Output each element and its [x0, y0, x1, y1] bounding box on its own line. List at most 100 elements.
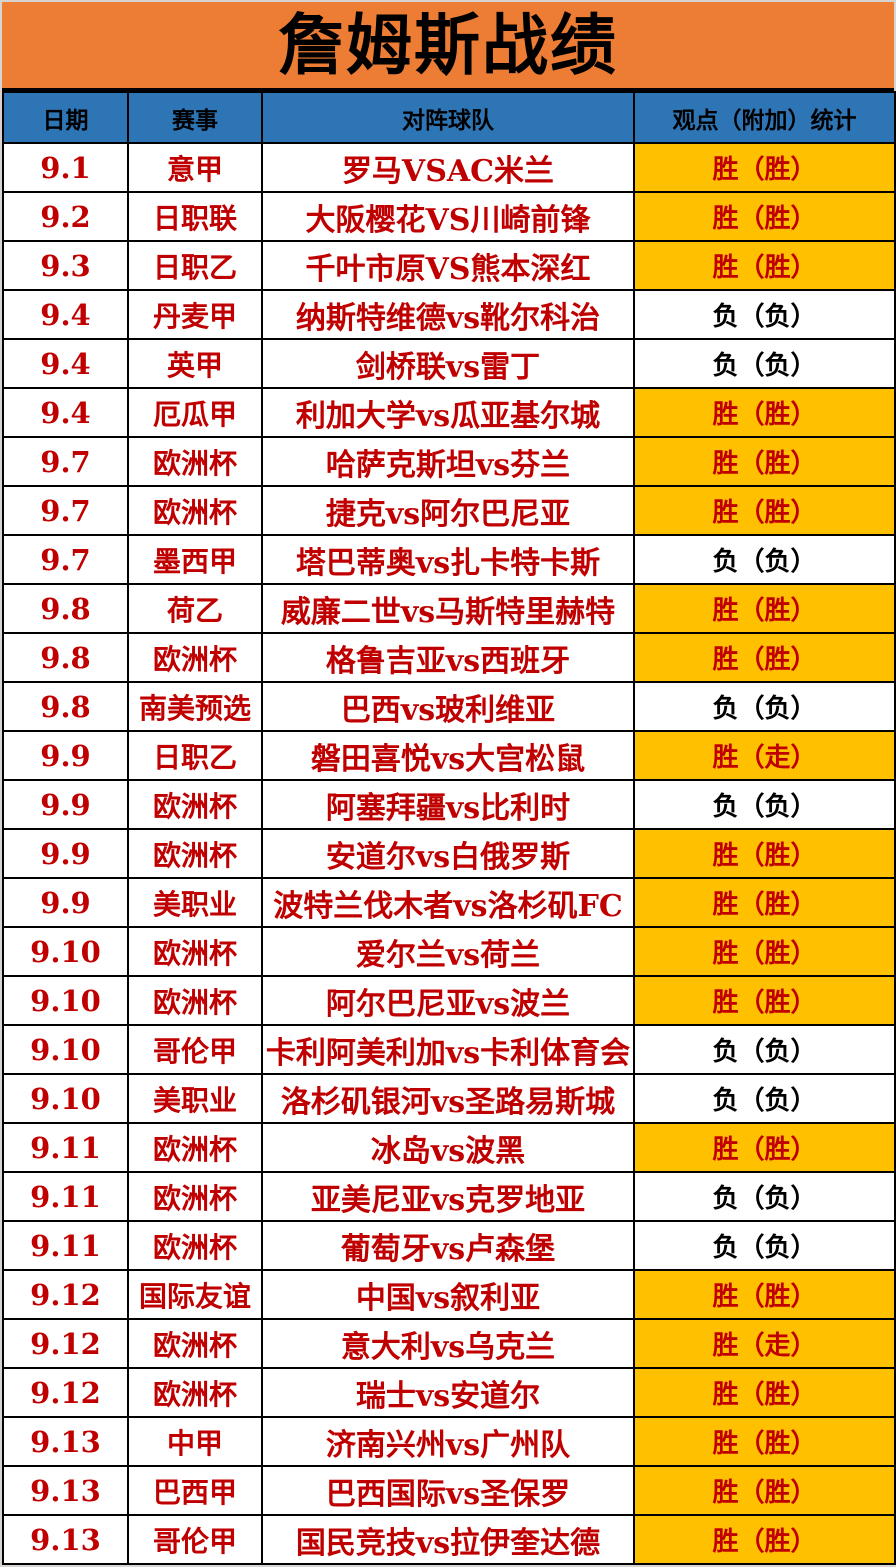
league-cell: 日职联 [127, 191, 263, 242]
result-cell: 负（负） [633, 779, 896, 830]
date-cell: 9.7 [2, 436, 129, 487]
league-cell: 欧洲杯 [127, 1171, 263, 1222]
date-cell: 9.12 [2, 1367, 129, 1418]
date-cell: 9.9 [2, 828, 129, 879]
table-row: 9.3 日职乙 千叶市原VS熊本深红 胜（胜） [2, 240, 896, 291]
date-cell: 9.4 [2, 387, 129, 438]
league-cell: 欧洲杯 [127, 1367, 263, 1418]
date-cell: 9.13 [2, 1465, 129, 1516]
result-cell: 胜（走） [633, 1318, 896, 1369]
table-row: 9.4 厄瓜甲 利加大学vs瓜亚基尔城 胜（胜） [2, 387, 896, 438]
table-row: 9.8 荷乙 威廉二世vs马斯特里赫特 胜（胜） [2, 583, 896, 634]
date-cell: 9.12 [2, 1318, 129, 1369]
table-row: 9.9 欧洲杯 安道尔vs白俄罗斯 胜（胜） [2, 828, 896, 879]
league-cell: 日职乙 [127, 240, 263, 291]
result-cell: 胜（胜） [633, 583, 896, 634]
result-cell: 胜（胜） [633, 436, 896, 487]
league-cell: 欧洲杯 [127, 828, 263, 879]
date-cell: 9.13 [2, 1416, 129, 1467]
table-row: 9.11 欧洲杯 亚美尼亚vs克罗地亚 负（负） [2, 1171, 896, 1222]
league-cell: 厄瓜甲 [127, 387, 263, 438]
table-row: 9.9 日职乙 磐田喜悦vs大宫松鼠 胜（走） [2, 730, 896, 781]
date-cell: 9.10 [2, 975, 129, 1026]
match-cell: 罗马VSAC米兰 [261, 142, 635, 193]
league-cell: 丹麦甲 [127, 289, 263, 340]
column-header-date: 日期 [2, 91, 129, 144]
league-cell: 哥伦甲 [127, 1514, 263, 1565]
league-cell: 美职业 [127, 1073, 263, 1124]
match-cell: 千叶市原VS熊本深红 [261, 240, 635, 291]
result-cell: 胜（胜） [633, 1514, 896, 1565]
table-row: 9.9 美职业 波特兰伐木者vs洛杉矶FC 胜（胜） [2, 877, 896, 928]
column-header-result: 观点（附加）统计 [633, 91, 896, 144]
league-cell: 欧洲杯 [127, 436, 263, 487]
table-row: 9.13 巴西甲 巴西国际vs圣保罗 胜（胜） [2, 1465, 896, 1516]
match-cell: 洛杉矶银河vs圣路易斯城 [261, 1073, 635, 1124]
result-cell: 胜（胜） [633, 191, 896, 242]
table-row: 9.13 哥伦甲 国民竞技vs拉伊奎达德 胜（胜） [2, 1514, 896, 1565]
date-cell: 9.10 [2, 1073, 129, 1124]
result-cell: 胜（胜） [633, 877, 896, 928]
table-row: 9.11 欧洲杯 冰岛vs波黑 胜（胜） [2, 1122, 896, 1173]
date-cell: 9.9 [2, 730, 129, 781]
result-cell: 胜（胜） [633, 926, 896, 977]
table-body: 9.1 意甲 罗马VSAC米兰 胜（胜） 9.2 日职联 大阪樱花VS川崎前锋 胜（胜） 9.3… [2, 142, 896, 1565]
results-table: 日期 赛事 对阵球队 观点（附加）统计 9.1 意甲 罗马VSAC米兰 胜（胜） 9.2… [2, 91, 896, 1565]
page-title: 詹姆斯战绩 [278, 6, 618, 84]
league-cell: 哥伦甲 [127, 1024, 263, 1075]
table-row: 9.11 欧洲杯 葡萄牙vs卢森堡 负（负） [2, 1220, 896, 1271]
result-cell: 胜（走） [633, 730, 896, 781]
result-cell: 胜（胜） [633, 1465, 896, 1516]
column-header-league: 赛事 [127, 91, 263, 144]
league-cell: 南美预选 [127, 681, 263, 732]
title-bar: 詹姆斯战绩 [2, 2, 894, 91]
league-cell: 美职业 [127, 877, 263, 928]
match-cell: 冰岛vs波黑 [261, 1122, 635, 1173]
table-row: 9.1 意甲 罗马VSAC米兰 胜（胜） [2, 142, 896, 193]
league-cell: 中甲 [127, 1416, 263, 1467]
league-cell: 欧洲杯 [127, 632, 263, 683]
result-cell: 胜（胜） [633, 485, 896, 536]
date-cell: 9.12 [2, 1269, 129, 1320]
match-cell: 纳斯特维德vs靴尔科治 [261, 289, 635, 340]
match-cell: 阿塞拜疆vs比利时 [261, 779, 635, 830]
date-cell: 9.9 [2, 877, 129, 928]
date-cell: 9.3 [2, 240, 129, 291]
match-cell: 卡利阿美利加vs卡利体育会 [261, 1024, 635, 1075]
date-cell: 9.13 [2, 1514, 129, 1565]
table-row: 9.7 欧洲杯 捷克vs阿尔巴尼亚 胜（胜） [2, 485, 896, 536]
match-cell: 格鲁吉亚vs西班牙 [261, 632, 635, 683]
table-row: 9.10 欧洲杯 爱尔兰vs荷兰 胜（胜） [2, 926, 896, 977]
table-row: 9.10 美职业 洛杉矶银河vs圣路易斯城 负（负） [2, 1073, 896, 1124]
table-row: 9.10 哥伦甲 卡利阿美利加vs卡利体育会 负（负） [2, 1024, 896, 1075]
match-cell: 中国vs叙利亚 [261, 1269, 635, 1320]
date-cell: 9.4 [2, 338, 129, 389]
result-cell: 负（负） [633, 534, 896, 585]
table-row: 9.12 国际友谊 中国vs叙利亚 胜（胜） [2, 1269, 896, 1320]
table-row: 9.13 中甲 济南兴州vs广州队 胜（胜） [2, 1416, 896, 1467]
match-cell: 巴西vs玻利维亚 [261, 681, 635, 732]
league-cell: 墨西甲 [127, 534, 263, 585]
result-cell: 胜（胜） [633, 1122, 896, 1173]
league-cell: 日职乙 [127, 730, 263, 781]
league-cell: 欧洲杯 [127, 485, 263, 536]
header-row: 日期 赛事 对阵球队 观点（附加）统计 [2, 91, 896, 144]
league-cell: 欧洲杯 [127, 975, 263, 1026]
result-cell: 负（负） [633, 338, 896, 389]
table-row: 9.8 欧洲杯 格鲁吉亚vs西班牙 胜（胜） [2, 632, 896, 683]
table-row: 9.4 丹麦甲 纳斯特维德vs靴尔科治 负（负） [2, 289, 896, 340]
date-cell: 9.8 [2, 583, 129, 634]
table-row: 9.2 日职联 大阪樱花VS川崎前锋 胜（胜） [2, 191, 896, 242]
match-cell: 威廉二世vs马斯特里赫特 [261, 583, 635, 634]
result-cell: 胜（胜） [633, 828, 896, 879]
date-cell: 9.9 [2, 779, 129, 830]
league-cell: 欧洲杯 [127, 1220, 263, 1271]
column-header-match: 对阵球队 [261, 91, 635, 144]
date-cell: 9.7 [2, 534, 129, 585]
table-row: 9.8 南美预选 巴西vs玻利维亚 负（负） [2, 681, 896, 732]
table-row: 9.10 欧洲杯 阿尔巴尼亚vs波兰 胜（胜） [2, 975, 896, 1026]
result-cell: 负（负） [633, 1220, 896, 1271]
league-cell: 国际友谊 [127, 1269, 263, 1320]
result-cell: 胜（胜） [633, 1416, 896, 1467]
